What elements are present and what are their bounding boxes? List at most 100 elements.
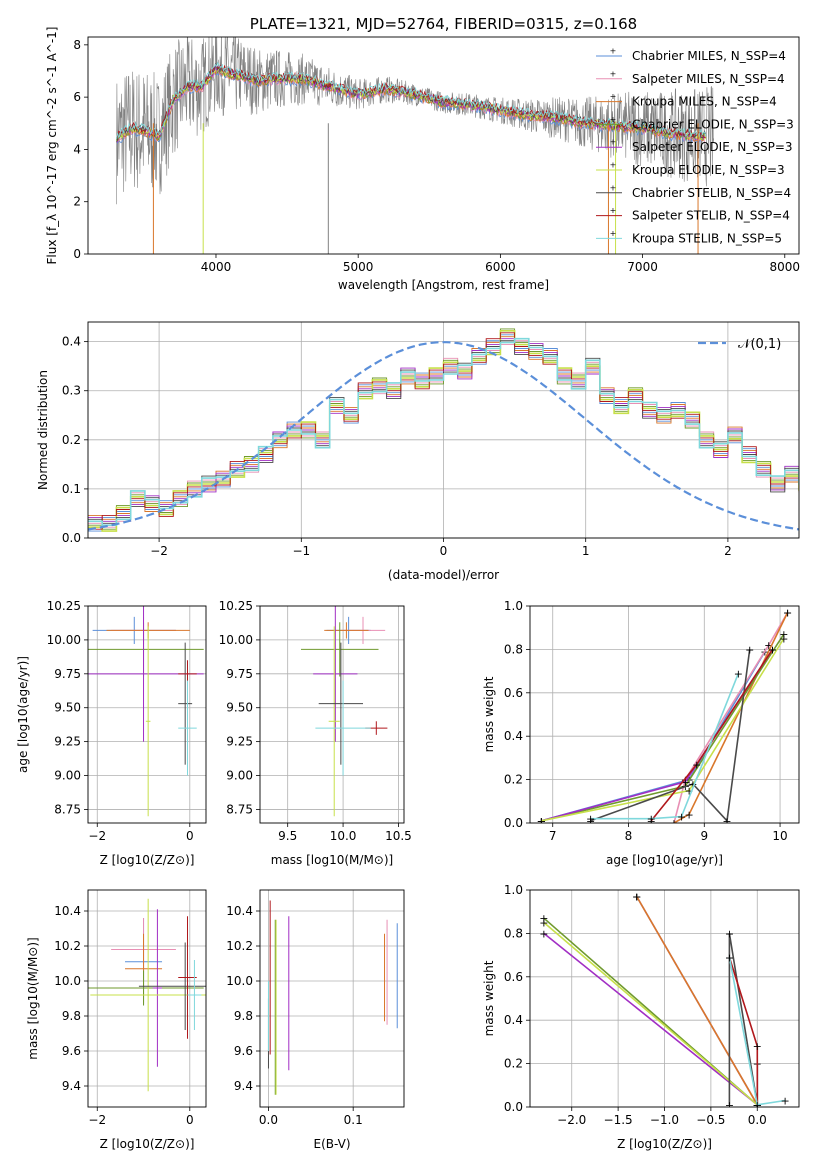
x-tick-label: 1 [582,544,590,558]
y-tick-label: 0.0 [62,531,81,545]
y-tick-label: 0.0 [504,816,523,830]
y-tick-label: 10.4 [226,904,253,918]
errorbar-plot-area [88,606,204,817]
x-tick-label: −1 [292,544,310,558]
y-tick-label: 9.25 [226,735,253,749]
y-tick-label: 8.75 [226,802,253,816]
x-axis-label: age [log10(age/yr)] [606,853,723,867]
legend-label: Kroupa ELODIE, N_SSP=3 [632,163,785,177]
series-marker-stelib_chabrier: + [725,927,734,940]
legend-label: Chabrier MILES, N_SSP=4 [632,49,786,63]
y-tick-label: 10.4 [54,904,81,918]
x-tick-label: −1.5 [604,1113,633,1127]
y-tick-label: 0 [73,247,81,261]
y-tick-label: 0.4 [62,335,81,349]
series-marker-stelib_kroupa: + [780,1094,789,1107]
legend-label: Salpeter ELODIE, N_SSP=3 [632,140,793,154]
x-tick-label: 0.0 [259,1113,278,1127]
y-tick-label: 9.00 [226,769,253,783]
x-tick-label: 10 [772,829,787,843]
series-marker-stelib_chabrier: + [722,815,731,828]
series-marker-elodie_kroupa: + [539,917,548,930]
x-tick-label: 10.0 [330,829,357,843]
x-tick-label: 7000 [627,260,658,274]
y-tick-label: 9.8 [62,1009,81,1023]
observed-spectrum-line [116,37,714,205]
y-tick-label: 10.00 [219,633,253,647]
y-axis-label: Flux [f_λ 10^-17 erg cm^-2 s^-1 A^-1] [45,27,59,265]
legend-gaussian-label: 𝒩(0,1) [738,337,781,352]
y-tick-label: 1.0 [504,883,523,897]
x-axis-label: E(B-V) [313,1137,350,1151]
y-tick-label: 9.75 [226,667,253,681]
series-marker-elodie_chabrier: + [779,628,788,641]
y-tick-label: 0.3 [62,384,81,398]
legend-marker: + [610,229,617,238]
series-marker-stelib_chabrier: + [725,1099,734,1112]
series-marker-stelib_kroupa: + [725,951,734,964]
x-tick-label: 4000 [201,260,232,274]
mass-weight-plot-area: +++++++++++++++++++++++++++ + ++ [537,607,792,830]
y-tick-label: 10.25 [47,599,81,613]
axes-frame [87,605,207,824]
y-tick-label: 9.00 [54,769,81,783]
model-spectrum-elodie_kroupa [116,67,707,140]
series-marker-stelib_kroupa: + [734,667,743,680]
y-tick-label: 0.8 [504,926,523,940]
legend-marker: + [610,138,617,147]
x-axis-label: Z [log10(Z/Z⊙)] [100,853,195,867]
y-tick-label: 0.8 [504,642,523,656]
x-tick-label: 0 [186,1113,194,1127]
x-axis-label: (data-model)/error [388,568,499,582]
y-tick-label: 9.6 [62,1044,81,1058]
y-tick-label: 0.4 [504,729,523,743]
y-tick-label: 10.0 [226,974,253,988]
series-line-stelib_chabrier [590,649,751,823]
legend-label: Chabrier STELIB, N_SSP=4 [632,186,791,200]
series-line-stelib_kroupa [728,957,786,1106]
series-line-elodie_kroupa [541,638,785,822]
x-tick-label: −2.0 [557,1113,586,1127]
axes-frame [87,36,800,255]
y-tick-label: 2 [73,195,81,209]
y-tick-label: 9.8 [234,1009,253,1023]
y-tick-label: 0.2 [504,1057,523,1071]
histogram-step-miles_kroupa [88,336,799,520]
axes-frame [529,605,800,824]
series-marker-stelib_salpeter: + [692,758,701,771]
x-tick-label: 9.5 [278,829,297,843]
y-tick-label: 9.4 [62,1079,81,1093]
series-marker-miles_salpeter: + [669,817,678,830]
x-tick-label: −2 [88,1113,106,1127]
series-line-stelib_salpeter [728,957,759,1105]
legend-marker: + [610,92,617,101]
histogram-step-stelib_kroupa [88,337,799,526]
x-tick-label: 8 [625,829,633,843]
x-axis-label: wavelength [Angstrom, rest frame] [338,278,549,292]
y-tick-label: 10.00 [47,633,81,647]
x-tick-label: −0.5 [696,1113,725,1127]
errorbar-plot-area [88,898,206,1092]
x-tick-label: 5000 [343,260,374,274]
y-tick-label: 9.25 [54,735,81,749]
series-line-elodie_kroupa [543,921,758,1106]
y-tick-label: 0.4 [504,1013,523,1027]
y-tick-label: 10.0 [54,974,81,988]
errorbar-plot-area [267,900,398,1095]
y-axis-label: age [log10(age/yr)] [16,656,30,773]
series-marker-miles_kroupa: + [632,891,641,904]
series-marker-elodie_kroupa: + [685,784,694,797]
y-tick-label: 0.2 [62,433,81,447]
y-tick-label: 0.2 [504,773,523,787]
histogram-step-elodie_chabrier [88,328,799,530]
series-marker-stelib_kroupa: + [753,1099,762,1112]
legend-label: Chabrier ELODIE, N_SSP=3 [632,117,794,131]
legend-label: Salpeter MILES, N_SSP=4 [632,72,785,86]
x-tick-label: 9 [700,829,708,843]
legend-label: Salpeter STELIB, N_SSP=4 [632,209,790,223]
x-axis-label: Z [log10(Z/Z⊙)] [100,1137,195,1151]
series-line-stelib_salpeter [650,648,774,822]
x-tick-label: 10.5 [385,829,412,843]
axes-frame [259,605,405,824]
series-marker-elodie_salpeter: + [537,815,546,828]
